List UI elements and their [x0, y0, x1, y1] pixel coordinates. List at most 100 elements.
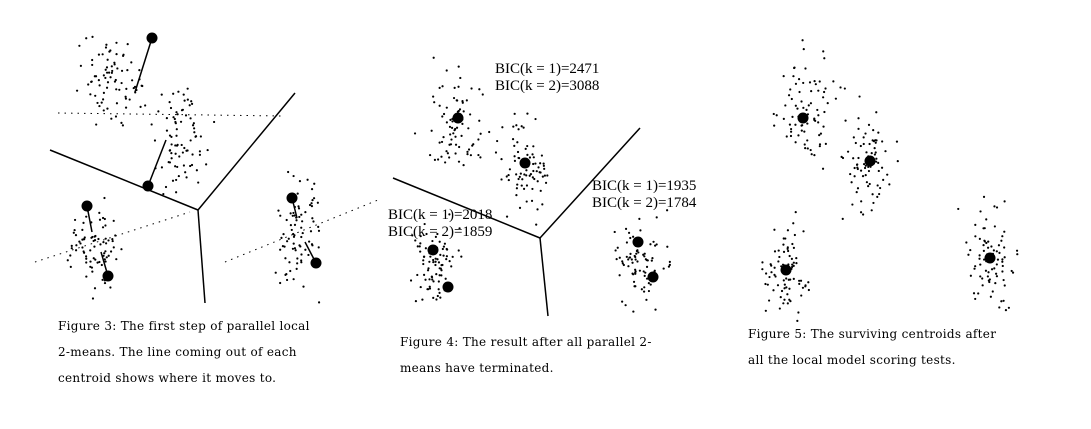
point	[896, 159, 899, 163]
point	[291, 214, 294, 217]
point	[436, 294, 439, 298]
point	[297, 207, 301, 210]
point	[188, 104, 191, 107]
point	[432, 296, 435, 300]
point	[879, 186, 882, 190]
point	[779, 296, 782, 299]
point	[794, 123, 797, 126]
point	[107, 239, 110, 242]
point	[430, 276, 434, 279]
point	[772, 289, 775, 292]
point	[479, 132, 482, 135]
point	[979, 263, 982, 266]
point	[517, 128, 520, 131]
point	[431, 239, 434, 243]
point	[165, 129, 169, 132]
point	[93, 75, 96, 78]
point	[974, 235, 977, 238]
point	[433, 158, 437, 161]
move-line	[147, 139, 167, 187]
point	[1001, 235, 1004, 238]
point	[532, 156, 535, 159]
point	[792, 277, 795, 280]
point	[851, 203, 854, 206]
point	[461, 101, 464, 104]
point	[525, 174, 528, 177]
point	[448, 213, 451, 216]
point	[542, 162, 545, 165]
point	[182, 164, 186, 167]
point	[516, 150, 520, 154]
point	[70, 244, 73, 248]
point	[995, 250, 998, 253]
point	[175, 111, 178, 114]
centroid	[452, 112, 464, 124]
point	[101, 226, 105, 229]
point	[643, 286, 646, 289]
point	[515, 124, 518, 127]
point	[438, 274, 441, 277]
point	[843, 87, 846, 90]
point	[634, 272, 637, 275]
point	[782, 117, 785, 120]
point	[436, 158, 440, 161]
point	[457, 160, 461, 163]
point	[114, 234, 117, 237]
point	[160, 93, 163, 96]
point	[639, 229, 642, 232]
point	[632, 235, 635, 238]
point	[457, 249, 460, 252]
point	[73, 228, 76, 232]
point	[135, 88, 138, 92]
point	[477, 138, 480, 141]
point	[90, 221, 93, 224]
point	[615, 258, 618, 261]
point	[841, 217, 844, 220]
point	[875, 160, 878, 163]
point	[520, 125, 523, 128]
point	[775, 114, 778, 117]
point	[854, 141, 857, 145]
point	[979, 275, 982, 278]
point	[856, 166, 859, 169]
point	[172, 92, 175, 95]
point	[792, 246, 795, 249]
point	[100, 101, 103, 104]
point	[116, 67, 119, 70]
point	[535, 223, 538, 226]
point	[443, 242, 447, 245]
point	[778, 255, 781, 259]
point	[533, 177, 536, 181]
point	[858, 95, 861, 98]
point	[132, 86, 135, 90]
point	[423, 255, 426, 258]
point	[157, 110, 160, 113]
point	[124, 106, 128, 109]
point	[197, 181, 200, 184]
point	[859, 169, 863, 172]
point	[102, 74, 105, 77]
point	[628, 256, 632, 259]
centroid	[519, 157, 531, 169]
point	[872, 129, 875, 132]
point	[786, 229, 790, 232]
point	[773, 273, 776, 276]
point	[307, 253, 310, 257]
point	[96, 101, 99, 105]
point	[192, 122, 195, 125]
boundary	[539, 127, 641, 239]
point	[104, 250, 107, 253]
point	[988, 278, 991, 281]
point	[877, 161, 880, 164]
point	[777, 249, 780, 252]
point	[101, 53, 104, 56]
point	[180, 143, 183, 147]
point	[312, 197, 316, 200]
point	[1004, 309, 1008, 312]
point	[111, 238, 114, 241]
point	[298, 215, 301, 219]
point	[865, 151, 868, 154]
point	[189, 117, 192, 120]
point	[293, 214, 296, 217]
centroid	[797, 112, 809, 124]
